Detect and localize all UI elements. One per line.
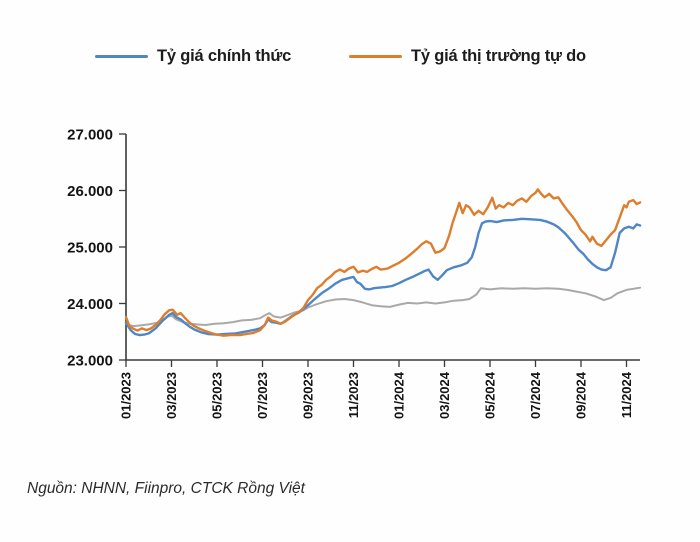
x-axis-label: 01/2023 <box>119 372 134 419</box>
series-line-unlabeled <box>125 286 642 328</box>
y-axis-label: 24.000 <box>67 296 113 313</box>
y-axis-label: 23.000 <box>67 353 113 370</box>
x-axis-label: 09/2024 <box>574 371 589 419</box>
legend-item-free-market-rate: Tỷ giá thị trường tự do <box>349 46 586 66</box>
legend-item-official-rate: Tỷ giá chính thức <box>95 46 291 66</box>
legend-swatch-blue-line <box>95 54 148 58</box>
y-axis-label: 25.000 <box>67 240 113 257</box>
x-axis-label: 11/2023 <box>346 372 361 418</box>
x-axis-label: 05/2024 <box>483 371 498 419</box>
y-axis-label: 26.000 <box>67 183 113 200</box>
x-axis-label: 05/2023 <box>210 372 225 419</box>
x-axis-label: 07/2024 <box>528 371 543 419</box>
series-line-1 <box>124 217 642 337</box>
series-line-0 <box>124 188 642 337</box>
y-axis-label: 27.000 <box>67 127 113 144</box>
legend-swatch-orange-line <box>349 54 402 58</box>
x-axis-label: 01/2024 <box>392 371 407 419</box>
x-axis-label: 11/2024 <box>619 371 634 418</box>
x-axis-label: 03/2023 <box>164 372 179 419</box>
source-note: Nguồn: NHNN, Fiinpro, CTCK Rồng Việt <box>27 480 305 497</box>
line-chart: 23.000 24.000 25.000 26.000 27.000 01/2023 03/… <box>67 127 642 419</box>
legend-label-free-market-rate: Tỷ giá thị trường tự do <box>411 46 586 65</box>
x-axis-label: 03/2024 <box>437 371 452 419</box>
legend-label-official-rate: Tỷ giá chính thức <box>157 46 292 65</box>
axis-lines <box>125 134 640 361</box>
x-axis-label: 07/2023 <box>255 372 270 419</box>
x-axis-label: 09/2023 <box>301 372 316 419</box>
